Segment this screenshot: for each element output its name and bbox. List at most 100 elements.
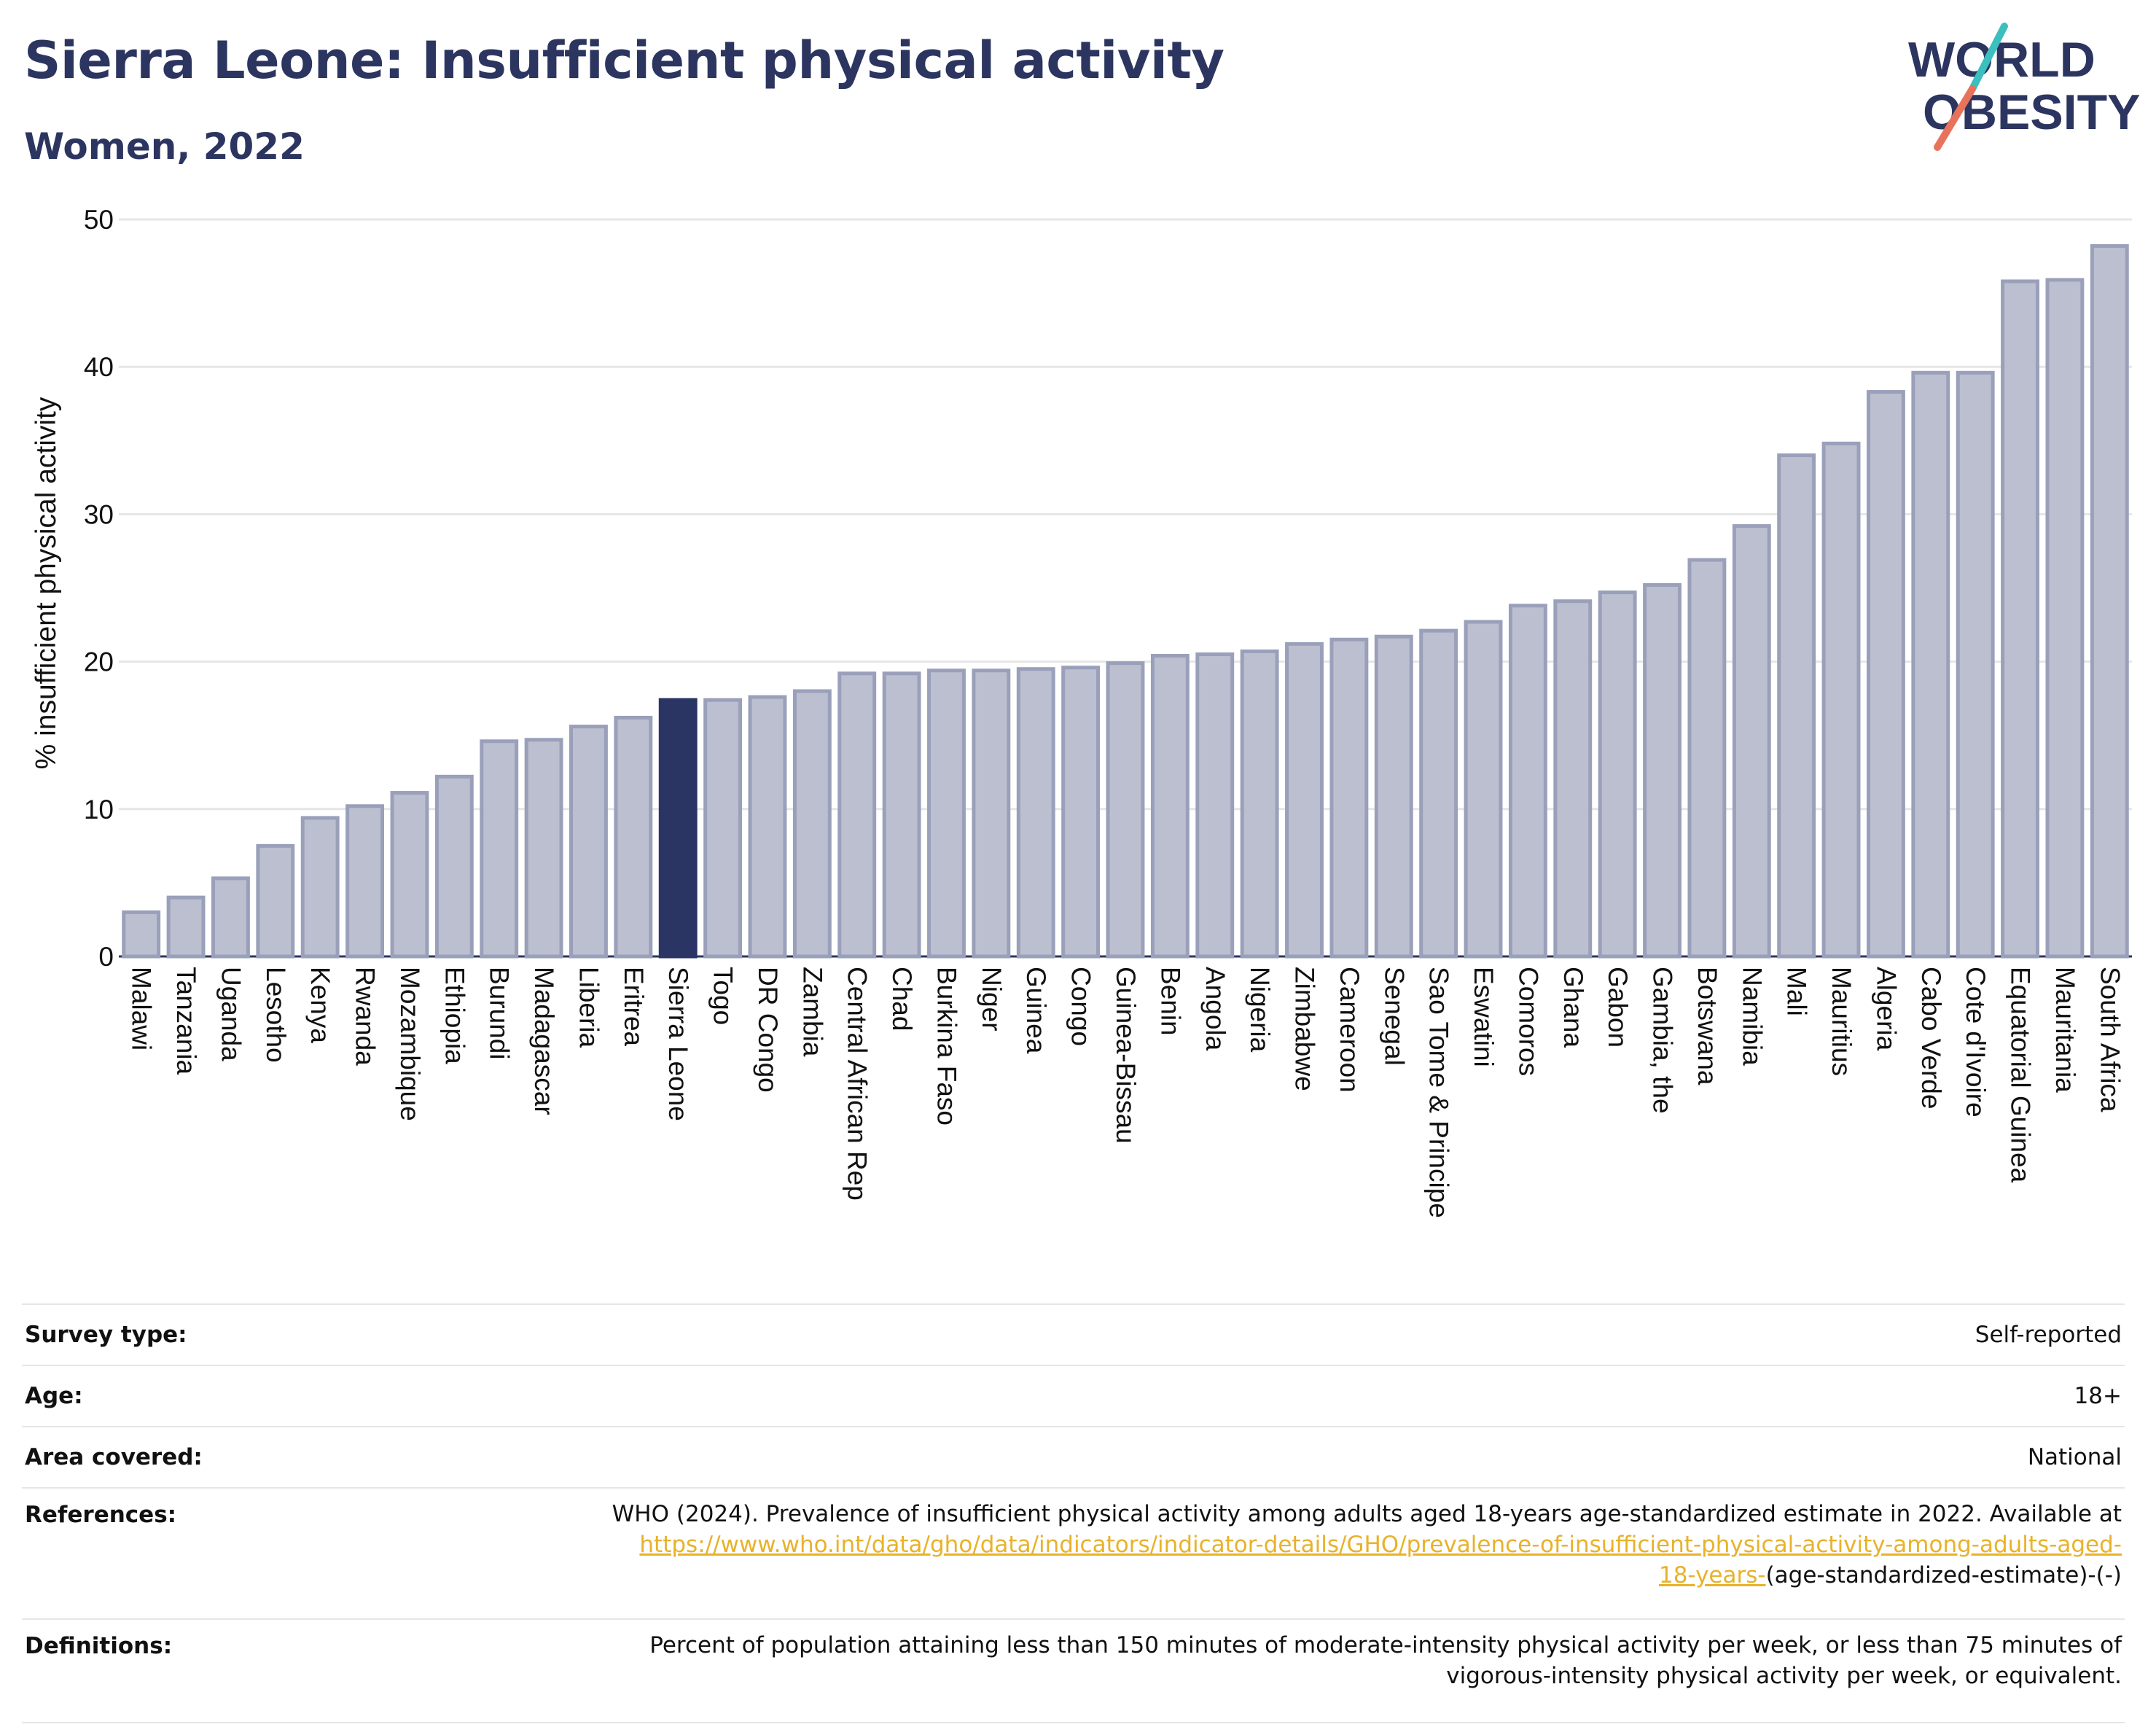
y-tick-label: 10 (84, 795, 114, 824)
bar-zimbabwe (1285, 642, 1324, 959)
x-tick-label: Malawi (127, 967, 157, 1050)
x-tick-label: Angola (1200, 967, 1230, 1051)
y-tick-label: 50 (84, 205, 114, 235)
bar-tanzania (166, 895, 206, 959)
x-tick-label: Mauritius (1827, 967, 1856, 1076)
bar-botswana (1687, 558, 1727, 959)
bar-angola (1195, 652, 1235, 959)
bar-namibia (1732, 524, 1771, 959)
bar-sierra-leone (658, 698, 698, 959)
info-row-references: References: WHO (2024). Prevalence of in… (22, 1487, 2125, 1619)
bar-sao-tome-principe (1419, 628, 1458, 959)
definitions-line1: Percent of population attaining less tha… (649, 1632, 2122, 1658)
definitions-line2: vigorous-intensity physical activity per… (1446, 1663, 2122, 1689)
x-tick-label: Mozambique (395, 967, 425, 1121)
bar-cabo-verde (1911, 370, 1950, 959)
x-tick-label: Namibia (1737, 967, 1767, 1066)
bar-congo (1061, 666, 1101, 959)
bar-eswatini (1464, 620, 1503, 959)
bar-malawi (122, 910, 161, 959)
x-tick-label: Cote d'Ivoire (1961, 967, 1991, 1118)
x-tick-label: Niger (977, 967, 1007, 1031)
y-tick-label: 20 (84, 647, 114, 677)
x-tick-label: Cabo Verde (1916, 967, 1946, 1109)
references-value: WHO (2024). Prevalence of insufficient p… (356, 1487, 2125, 1619)
x-tick-label: DR Congo (753, 967, 783, 1093)
info-row-survey-type: Survey type: Self-reported (22, 1303, 2125, 1365)
bar-layer (122, 243, 2129, 959)
logo-slash-teal (1969, 23, 2008, 93)
references-text: WHO (2024). Prevalence of insufficient p… (612, 1501, 2122, 1527)
x-tick-label: Sao Tome & Principe (1424, 967, 1454, 1218)
x-tick-label: Equatorial Guinea (2006, 967, 2036, 1183)
bar-comoros (1508, 604, 1547, 959)
x-tick-label: Benin (1155, 967, 1185, 1036)
y-tick-label: 30 (84, 499, 114, 529)
bar-algeria (1866, 390, 1905, 959)
x-tick-label: Ethiopia (440, 967, 469, 1064)
survey-type-label: Survey type: (22, 1303, 356, 1365)
x-tick-label: Ghana (1558, 967, 1588, 1048)
bar-burkina-faso (927, 668, 966, 959)
bar-dr-congo (748, 695, 787, 959)
references-link-line2[interactable]: 18-years- (1658, 1562, 1766, 1588)
label-layer: Malawi Tanzania Uganda Lesotho Kenya Rwanda Mo… (127, 967, 2125, 1218)
x-tick-label: Mauritania (2050, 967, 2080, 1093)
references-link-line1[interactable]: https://www.who.int/data/gho/data/indica… (639, 1532, 2122, 1558)
x-tick-label: Togo (708, 967, 738, 1025)
age-value: 18+ (356, 1365, 2125, 1427)
bar-nigeria (1240, 649, 1279, 959)
bar-cameroon (1329, 637, 1369, 959)
survey-type-value: Self-reported (356, 1303, 2125, 1365)
y-axis-label: % insufficient physical activity (31, 397, 62, 769)
x-tick-label: Gambia, the (1648, 967, 1678, 1114)
bar-niger (972, 668, 1011, 959)
definitions-label: Definitions: (22, 1618, 356, 1723)
x-tick-label: Nigeria (1245, 967, 1275, 1053)
bar-senegal (1374, 634, 1413, 959)
info-row-age: Age: 18+ (22, 1365, 2125, 1427)
world-obesity-logo: WORLD OBESITY (1908, 23, 2141, 151)
bar-burundi (480, 739, 519, 959)
bar-gambia-the (1643, 582, 1682, 959)
bar-gabon (1598, 590, 1637, 959)
y-tick-label: 0 (98, 942, 114, 972)
x-tick-label: Tanzania (171, 967, 201, 1075)
info-row-definitions: Definitions: Percent of population attai… (22, 1618, 2125, 1723)
bar-chad (882, 671, 921, 959)
bar-madagascar (524, 738, 563, 959)
x-tick-label: Botswana (1692, 967, 1722, 1085)
bar-mali (1777, 453, 1816, 959)
bar-uganda (211, 876, 250, 959)
bar-rwanda (345, 804, 385, 959)
x-tick-label: Lesotho (261, 967, 291, 1063)
x-tick-label: Burkina Faso (931, 967, 961, 1126)
x-tick-label: Liberia (574, 967, 604, 1048)
x-tick-label: Uganda (216, 967, 246, 1061)
x-tick-label: Comoros (1513, 967, 1543, 1076)
definitions-value: Percent of population attaining less tha… (356, 1618, 2125, 1723)
bar-ghana (1553, 599, 1593, 959)
area-value: National (356, 1426, 2125, 1488)
info-table: Survey type: Self-reported Age: 18+ Area… (22, 1303, 2125, 1723)
bar-eritrea (614, 715, 653, 959)
x-tick-label: Central African Rep (843, 967, 872, 1201)
bar-ethiopia (434, 774, 474, 959)
bar-central-african-rep (837, 671, 877, 959)
logo-text-world: WORLD (1908, 32, 2096, 87)
bar-equatorial-guinea (2001, 279, 2039, 959)
x-tick-label: Cameroon (1335, 967, 1364, 1093)
bar-togo (703, 698, 743, 959)
bar-south-africa (2090, 243, 2129, 959)
x-tick-label: Sierra Leone (663, 967, 693, 1121)
chart-title: Sierra Leone: Insufficient physical acti… (24, 31, 1225, 90)
area-label: Area covered: (22, 1426, 356, 1488)
y-tick-label: 40 (84, 352, 114, 382)
chart-subtitle: Women, 2022 (24, 125, 305, 168)
x-tick-label: Mali (1782, 967, 1812, 1016)
age-label: Age: (22, 1365, 356, 1427)
bar-zambia (792, 689, 832, 959)
x-tick-label: Congo (1066, 967, 1096, 1046)
x-tick-label: South Africa (2095, 967, 2125, 1112)
x-tick-label: Zambia (797, 967, 827, 1057)
